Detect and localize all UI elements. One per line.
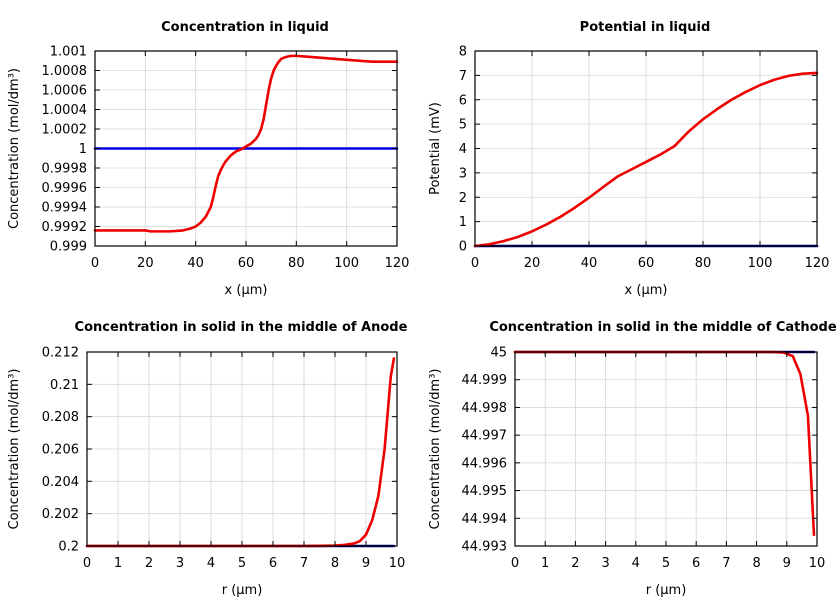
y-tick-label: 0.2: [58, 540, 79, 555]
x-tick-label: 80: [695, 256, 712, 271]
y-tick-label: 45: [490, 346, 507, 361]
y-tick-label: 44.996: [462, 456, 508, 471]
y-tick-label: 5: [459, 118, 467, 133]
y-tick-label: 0.21: [50, 378, 79, 393]
x-axis-label: r (µm): [222, 583, 263, 598]
x-tick-label: 60: [238, 256, 255, 271]
x-tick-label: 120: [805, 256, 830, 271]
chart-panel-1: 0 20 40 60 80 100 120 0.999 0.9992 0.9994 0.9996 0.…: [7, 20, 409, 298]
y-tick-label: 8: [459, 45, 467, 60]
y-tick-label: 1: [79, 142, 87, 157]
x-tick-label: 9: [783, 556, 791, 571]
x-tick-label: 9: [362, 556, 370, 571]
x-tick-label: 7: [300, 556, 308, 571]
y-tick-label: 44.993: [462, 540, 508, 555]
x-tick-label: 5: [238, 556, 246, 571]
x-tick-label: 2: [571, 556, 579, 571]
y-tick-label: 1.001: [50, 45, 87, 60]
y-tick-label: 44.997: [462, 429, 508, 444]
y-tick-label: 0.204: [42, 475, 79, 490]
x-tick-label: 60: [638, 256, 655, 271]
y-axis-label: Potential (mV): [428, 102, 443, 195]
x-tick-label: 40: [581, 256, 598, 271]
x-tick-label: 2: [145, 556, 153, 571]
x-tick-label: 10: [809, 556, 826, 571]
y-tick-label: 0.212: [42, 346, 79, 361]
x-tick-label: 20: [137, 256, 154, 271]
y-tick-label: 44.995: [462, 484, 508, 499]
x-tick-label: 3: [176, 556, 184, 571]
x-tick-label: 100: [748, 256, 773, 271]
y-tick-label: 1.0004: [42, 103, 88, 118]
x-tick-label: 10: [389, 556, 406, 571]
chart-panel-4: 0 1 2 3 4 5 6 7 8 9 1044.99344.99444.99544.99644.9…: [428, 320, 837, 598]
x-axis-label: x (µm): [625, 283, 668, 298]
x-axis-label: x (µm): [225, 283, 268, 298]
y-tick-label: 44.994: [462, 512, 508, 527]
y-tick-label: 44.998: [462, 401, 508, 416]
chart-title: Potential in liquid: [580, 20, 711, 35]
x-axis-label: r (µm): [646, 583, 687, 598]
y-tick-label: 3: [459, 166, 467, 181]
y-tick-label: 6: [459, 93, 467, 108]
y-tick-label: 0.9994: [42, 201, 88, 216]
y-axis-label: Concentration (mol/dm³): [7, 68, 22, 229]
x-tick-label: 100: [334, 256, 359, 271]
series-line-2: [93, 54, 399, 233]
series-line-2: [473, 71, 819, 248]
x-tick-label: 1: [114, 556, 122, 571]
y-tick-label: 0: [459, 240, 467, 255]
series-line-2: [85, 357, 396, 548]
y-tick-label: 0.9998: [42, 162, 88, 177]
x-tick-label: 0: [511, 556, 519, 571]
y-tick-label: 7: [459, 69, 467, 84]
y-axis-label: Concentration (mol/dm³): [428, 369, 443, 530]
y-tick-label: 1.0002: [42, 123, 88, 138]
chart-title: Concentration in liquid: [161, 20, 329, 35]
y-tick-label: 0.9992: [42, 220, 88, 235]
x-tick-label: 6: [692, 556, 700, 571]
x-tick-label: 20: [524, 256, 541, 271]
y-axis-label: Concentration (mol/dm³): [7, 369, 22, 530]
y-tick-label: 2: [459, 191, 467, 206]
y-tick-label: 4: [459, 142, 467, 157]
chart-panel-3: 0 1 2 3 4 5 6 7 8 9 10 0.2 0.202 0.204 0.206 0.208 0.21 0…: [7, 320, 408, 598]
x-tick-label: 8: [331, 556, 339, 571]
x-tick-label: 4: [632, 556, 640, 571]
x-tick-label: 0: [91, 256, 99, 271]
y-tick-label: 44.999: [462, 373, 508, 388]
x-tick-label: 0: [471, 256, 479, 271]
x-tick-label: 4: [207, 556, 215, 571]
x-tick-label: 40: [187, 256, 204, 271]
x-tick-label: 120: [385, 256, 410, 271]
y-tick-label: 1: [459, 215, 467, 230]
x-tick-label: 6: [269, 556, 277, 571]
y-tick-label: 0.208: [42, 410, 79, 425]
chart-panel-2: 0 20 40 60 80 100 120 0 1 2 3 4 5 6 7 8 Potential in liq…: [428, 20, 829, 298]
y-tick-label: 0.206: [42, 443, 79, 458]
y-tick-label: 0.9996: [42, 181, 88, 196]
x-tick-label: 8: [752, 556, 760, 571]
y-tick-label: 0.999: [50, 240, 87, 255]
x-tick-label: 7: [722, 556, 730, 571]
x-tick-label: 3: [601, 556, 609, 571]
x-tick-label: 5: [662, 556, 670, 571]
chart-title: Concentration in solid in the middle of …: [75, 320, 408, 335]
chart-title: Concentration in solid in the middle of …: [489, 320, 837, 335]
y-tick-label: 1.0008: [42, 64, 88, 79]
x-tick-label: 0: [83, 556, 91, 571]
x-tick-label: 1: [541, 556, 549, 571]
y-tick-label: 1.0006: [42, 84, 88, 99]
y-tick-label: 0.202: [42, 507, 79, 522]
x-tick-label: 80: [288, 256, 305, 271]
